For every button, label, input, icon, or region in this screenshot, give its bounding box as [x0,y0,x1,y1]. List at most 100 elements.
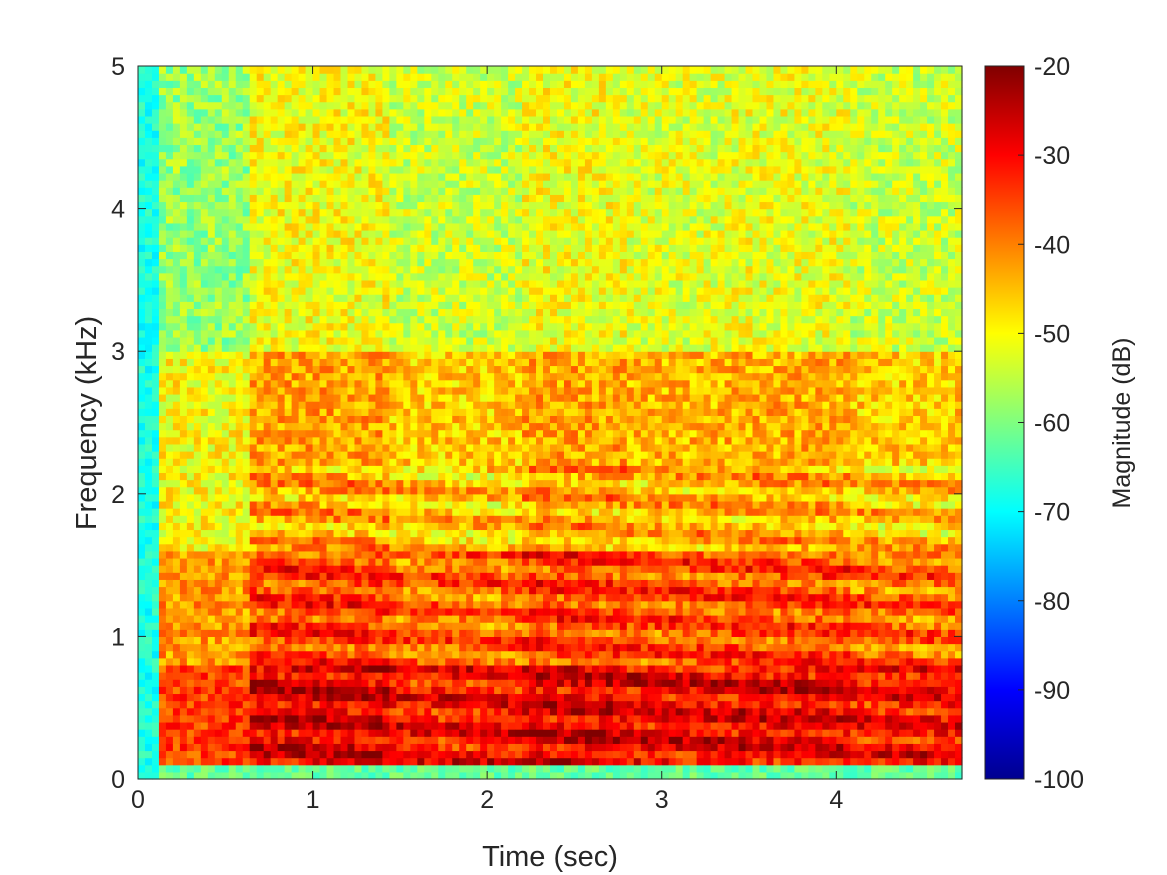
heatmap-cell [438,180,446,188]
heatmap-cell [466,543,474,552]
heatmap-cell [291,615,300,623]
heatmap-cell [354,201,363,210]
heatmap-cell [284,636,293,645]
heatmap-cell [200,479,209,488]
heatmap-cell [445,529,453,538]
heatmap-cell [452,515,460,523]
heatmap-cell [186,165,195,174]
heatmap-cell [326,593,335,602]
heatmap-cell [207,686,216,695]
heatmap-cell [466,130,474,138]
heatmap-cell [207,94,216,103]
heatmap-cell [347,679,356,687]
heatmap-cell [480,308,488,317]
heatmap-cell [305,237,314,245]
heatmap-cell [375,66,383,74]
heatmap-cell [445,80,453,88]
heatmap-cell [389,80,397,88]
heatmap-cell [291,415,300,424]
heatmap-cell [326,66,335,74]
heatmap-cell [228,679,237,687]
heatmap-cell [200,66,209,74]
heatmap-cell [368,66,377,74]
heatmap-cell [480,187,488,195]
heatmap-cell [438,372,446,381]
heatmap-cell [382,144,390,153]
heatmap-cell [249,151,258,160]
heatmap-cell [389,707,397,716]
heatmap-cell [368,572,377,580]
heatmap-cell [235,622,244,630]
heatmap-cell [221,80,230,88]
heatmap-cell [354,486,363,495]
heatmap-cell [221,123,230,131]
heatmap-cell [221,222,230,231]
heatmap-cell [403,657,411,666]
heatmap-cell [312,415,321,424]
heatmap-cell [214,600,223,609]
heatmap-cell [165,550,174,559]
heatmap-cell [445,550,453,559]
heatmap-cell [424,607,432,616]
heatmap-cell [312,265,321,274]
heatmap-cell [319,187,328,195]
heatmap-cell [138,615,146,623]
heatmap-cell [368,123,377,131]
heatmap-cell [256,80,265,88]
heatmap-cell [459,187,467,195]
heatmap-cell [319,536,328,545]
heatmap-cell [158,201,167,210]
heatmap-cell [340,165,349,174]
heatmap-cell [305,279,314,288]
heatmap-cell [473,222,481,231]
heatmap-cell [333,493,342,502]
heatmap-cell [319,336,328,345]
heatmap-cell [249,237,258,245]
heatmap-cell [361,529,370,538]
heatmap-cell [200,386,209,395]
heatmap-cell [186,287,195,295]
heatmap-cell [361,115,370,124]
heatmap-cell [480,244,488,252]
heatmap-cell [480,750,488,759]
heatmap-cell [312,622,321,630]
heatmap-cell [151,664,160,673]
heatmap-cell [452,607,460,616]
heatmap-cell [298,201,307,210]
heatmap-cell [438,736,446,744]
heatmap-cell [368,73,377,81]
heatmap-cell [193,215,202,224]
heatmap-cell [382,550,390,559]
heatmap-cell [172,650,181,659]
heatmap-cell [473,550,481,559]
heatmap-cell [368,657,377,666]
heatmap-cell [256,194,265,203]
heatmap-cell [382,472,390,481]
heatmap-cell [172,515,181,523]
heatmap-cell [375,258,383,267]
heatmap-cell [242,550,251,559]
heatmap-cell [270,650,279,659]
heatmap-cell [452,287,460,295]
heatmap-cell [368,515,377,523]
heatmap-cell [291,194,300,203]
heatmap-cell [452,714,460,723]
heatmap-cell [480,123,488,131]
heatmap-cell [179,308,188,317]
heatmap-cell [235,543,244,552]
heatmap-cell [165,714,174,723]
heatmap-cell [284,279,293,288]
heatmap-cell [340,308,349,317]
heatmap-cell [445,101,453,110]
heatmap-cell [466,73,474,81]
heatmap-cell [291,123,300,131]
heatmap-cell [298,73,307,81]
heatmap-cell [151,358,160,367]
heatmap-cell [270,287,279,295]
heatmap-cell [235,258,244,267]
heatmap-cell [179,365,188,374]
heatmap-cell [396,222,404,231]
heatmap-cell [165,729,174,737]
heatmap-cell [305,536,314,545]
heatmap-cell [326,536,335,545]
